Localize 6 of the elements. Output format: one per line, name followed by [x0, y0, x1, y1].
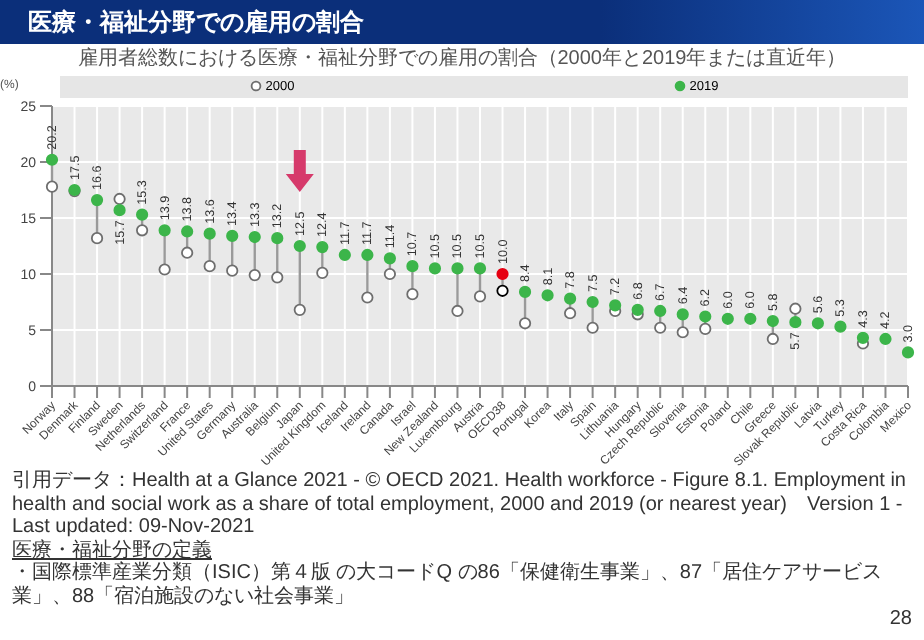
- text: 28: [887, 608, 912, 631]
- text: 引用データ：Health at a Glance 2021 - © OECD 2021. Health workforce - Figure 8.1. Employment in health and social work as a share of total employment, 2000 and 2019 (or nearest year) Version 1 - Last updated: 09-Nov-2021: [12, 470, 908, 539]
- text: 医療・福祉分野の定義: [12, 539, 214, 561]
- chart-title: 医療・福祉分野での雇用の割合: [0, 0, 924, 44]
- chart-subtitle: 雇用者総数における医療・福祉分野での雇用の割合（2000年と2019年または直近年）: [75, 46, 849, 74]
- text: ・国際標準産業分類（ISIC）第４版 の大コードQ の86「保健衛生事業」、87「居住ケアサービス業」、88「宿泊施設のない社会事業」: [12, 562, 885, 608]
